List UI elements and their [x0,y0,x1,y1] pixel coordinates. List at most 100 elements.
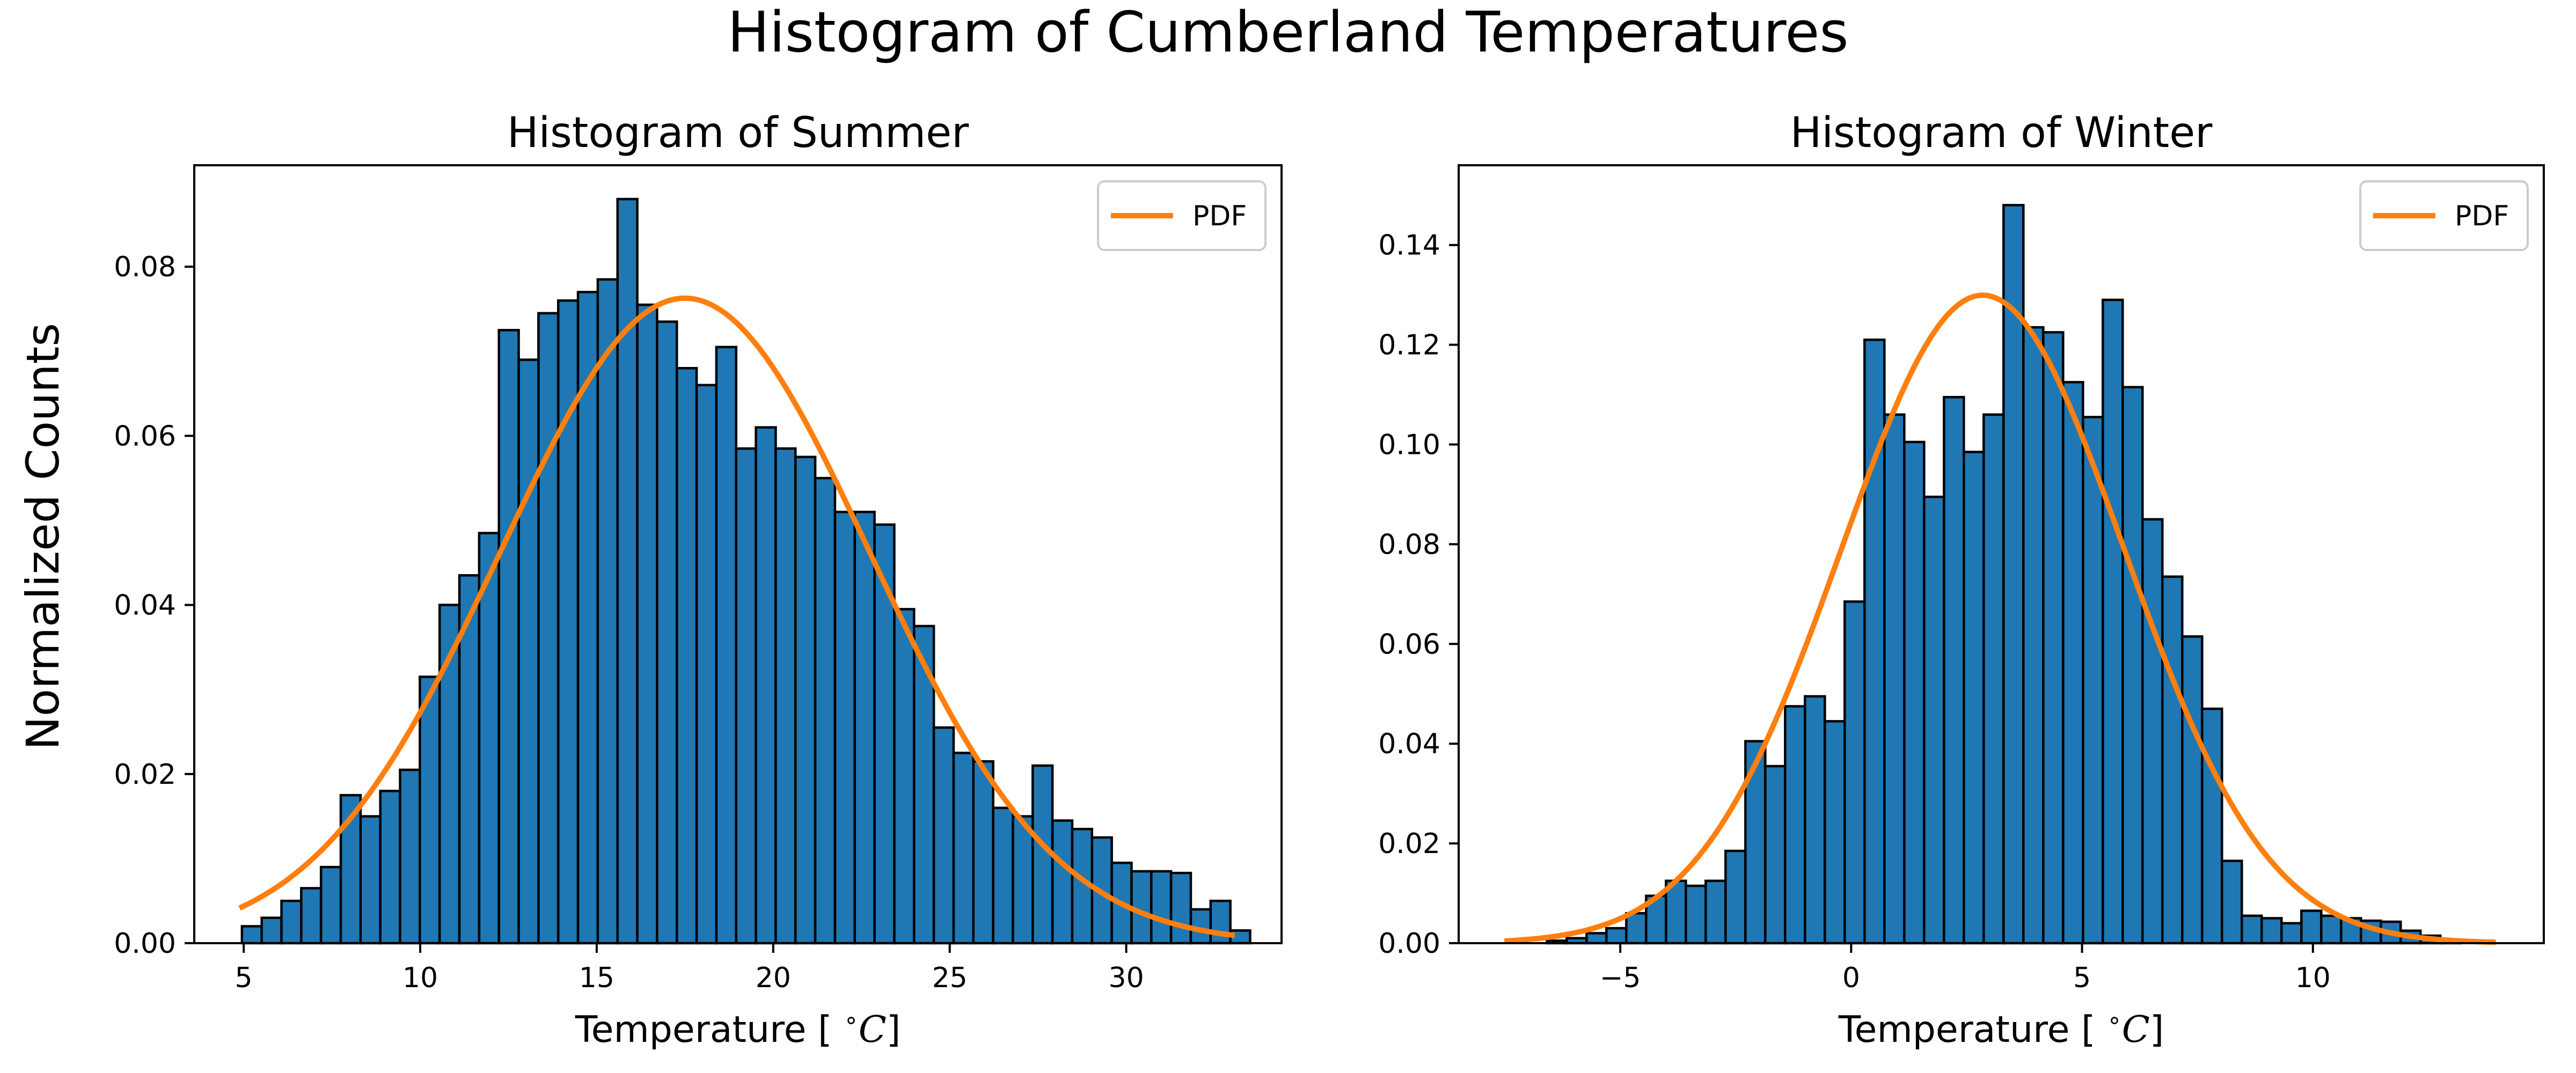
winter-y-tick-label: 0.14 [1378,230,1440,262]
summer-bar [932,726,955,945]
summer-legend-box [1097,180,1267,251]
summer-bar [1012,815,1034,945]
winter-bar [1903,440,1926,945]
winter-bar [2181,635,2204,945]
winter-histogram-panel: −5 0 5 10 0.00 0.02 0.04 0.06 0.08 0.10 0.12 0.14 Hi… [1378,109,2545,1051]
summer-bar [893,608,916,945]
summer-x-tick-label: 30 [1108,962,1144,994]
winter-y-tick-label: 0.04 [1378,728,1440,760]
summer-bar [300,887,323,945]
winter-bar [2102,298,2124,945]
winter-x-tick-label: −5 [1600,962,1641,994]
winter-x-axis-label-main: Temperature [ [1838,1009,2107,1051]
summer-x-tick-label: 20 [756,962,791,994]
winter-bar [1943,395,1965,945]
winter-bar [2161,575,2184,945]
winter-legend-label: PDF [2455,200,2509,232]
summer-x-axis-label-main: Temperature [ [575,1009,844,1051]
winter-bars [1546,204,2462,945]
summer-x-axis-label-unit: C [859,1009,887,1051]
summer-bar [755,426,777,945]
winter-bar [1804,695,1826,945]
winter-bar [1764,765,1787,945]
winter-title: Histogram of Winter [1790,109,2213,157]
winter-y-tick-label: 0.08 [1378,528,1440,561]
summer-bar [319,865,342,945]
summer-bar [517,358,540,945]
summer-bar [497,329,520,945]
summer-x-axis-label: Temperature [ ∘C] [575,1006,901,1051]
summer-bar [656,320,678,945]
summer-y-tick-label: 0.02 [114,759,176,791]
winter-bar [2062,381,2084,945]
winter-legend-box [2359,180,2529,251]
summer-legend-label: PDF [1192,200,1247,232]
winter-bar [2320,914,2343,945]
summer-pdf-line [238,295,1235,938]
winter-bar [2082,416,2104,945]
summer-legend: PDF [1097,180,1267,251]
summer-bar [280,899,303,945]
winter-bar [1585,932,1608,945]
summer-bar [399,768,421,945]
summer-bar [675,367,698,945]
winter-y-tick-label: 0.12 [1378,329,1440,362]
summer-bar [557,299,580,945]
winter-x-tick-label: 0 [1842,962,1860,994]
summer-bar [715,346,737,945]
winter-bar [2042,331,2065,945]
summer-bar [794,455,817,945]
summer-x-axis-label-degree: ∘ [844,1006,859,1034]
summer-y-tick-label: 0.08 [114,251,176,283]
winter-x-axis-label: Temperature [ ∘C] [1838,1006,2164,1051]
summer-bar [537,312,560,945]
winter-bar [1824,720,1846,945]
winter-bar [2002,204,2025,945]
winter-bar [2221,859,2243,945]
summer-bar [1051,819,1074,945]
summer-bar [636,303,658,945]
winter-bar [1963,451,1985,945]
summer-bar [240,925,263,945]
summer-bar [419,675,441,945]
summer-y-tick-label: 0.00 [114,928,176,960]
winter-bar [1625,912,1648,945]
winter-bar [1883,413,1906,945]
summer-bar [1169,871,1192,945]
summer-y-tick-label: 0.06 [114,420,176,452]
winter-x-axis-label-unit: C [2122,1009,2150,1051]
winter-y-tick-label: 0.06 [1378,628,1440,660]
summer-x-tick-label: 25 [932,962,968,994]
winter-bar [2141,518,2164,945]
summer-bar [814,476,837,945]
summer-x-tick-label: 15 [579,962,614,994]
summer-bars [240,197,1252,945]
winter-bar [1863,339,1886,945]
summer-x-tick-label: 10 [402,962,438,994]
summer-bar [1150,870,1173,945]
winter-bar [2022,326,2045,945]
summer-bar [952,752,975,945]
summer-bar [972,760,994,945]
winter-bar [1923,495,1945,945]
winter-bar [1843,600,1866,945]
winter-bar [1982,413,2005,945]
summer-bar [735,447,757,945]
summer-y-tick-label: 0.04 [114,590,176,622]
summer-bar [260,916,283,945]
winter-x-tick-label: 5 [2073,962,2091,994]
summer-bar [992,806,1014,945]
winter-axes-frame [1458,164,2545,944]
winter-bar [1784,705,1806,945]
winter-bar [2280,922,2303,945]
summer-bar [379,790,401,945]
winter-bar [2201,707,2223,945]
summer-title: Histogram of Summer [507,109,969,157]
winter-y-tick-label: 0.00 [1378,928,1440,960]
winter-y-tick-label: 0.10 [1378,429,1440,461]
winter-pdf-line [1504,292,2496,945]
summer-bar [774,447,797,945]
winter-bar [2260,917,2283,945]
winter-bar [1685,884,1707,945]
